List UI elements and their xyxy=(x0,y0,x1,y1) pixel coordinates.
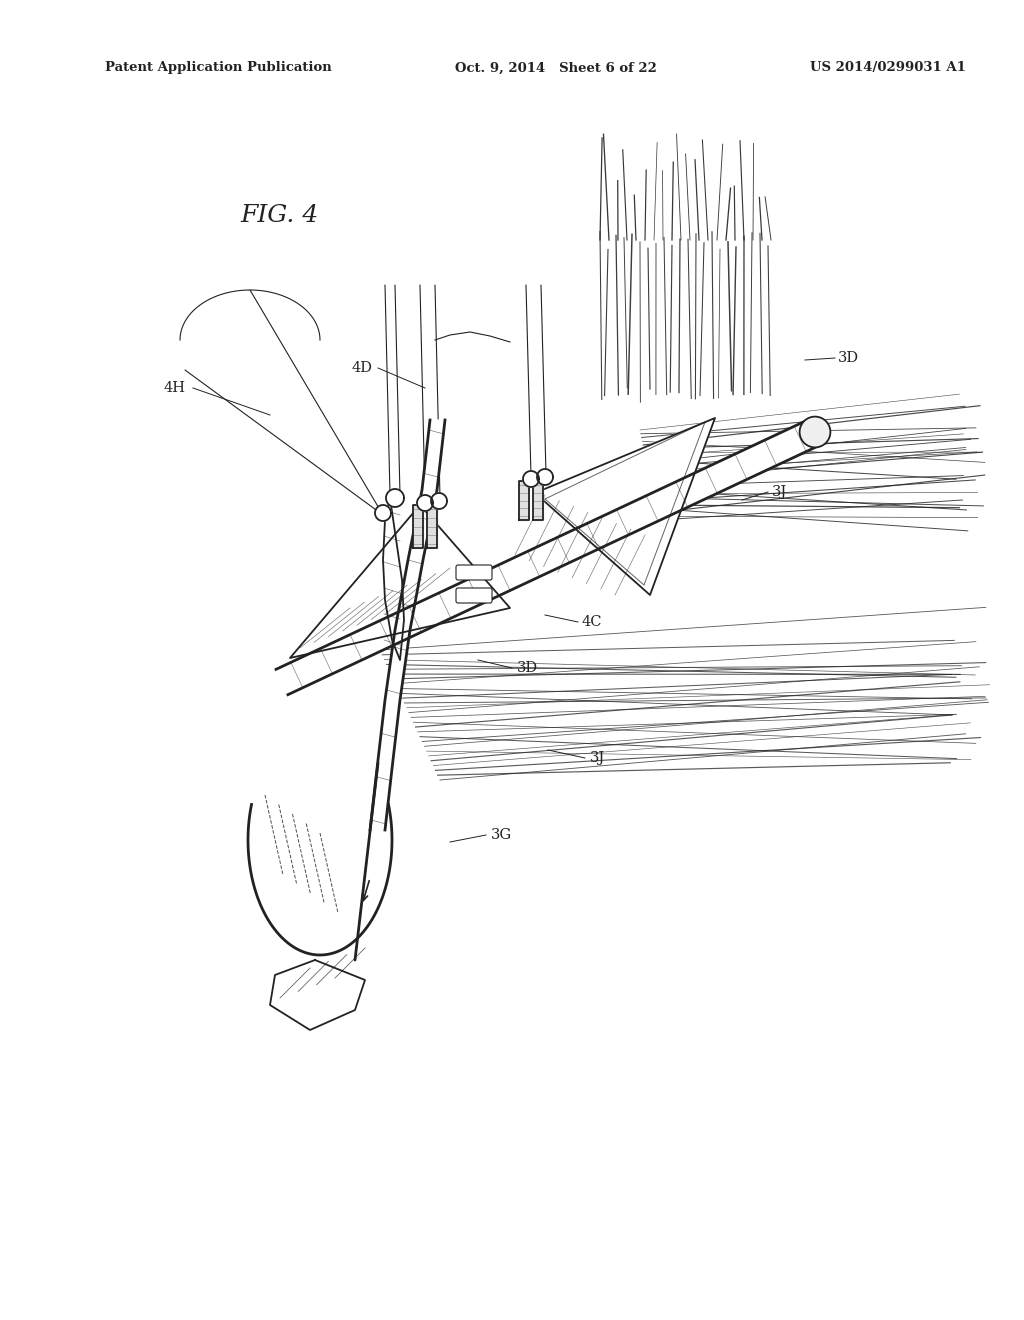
Text: 4C: 4C xyxy=(582,615,602,630)
Polygon shape xyxy=(386,488,404,507)
Text: US 2014/0299031 A1: US 2014/0299031 A1 xyxy=(810,62,966,74)
Polygon shape xyxy=(383,498,404,660)
Polygon shape xyxy=(375,506,391,521)
FancyBboxPatch shape xyxy=(456,565,492,579)
Ellipse shape xyxy=(800,417,830,447)
Text: 3J: 3J xyxy=(590,751,605,766)
Polygon shape xyxy=(537,469,553,484)
Polygon shape xyxy=(248,804,392,954)
Text: Oct. 9, 2014   Sheet 6 of 22: Oct. 9, 2014 Sheet 6 of 22 xyxy=(455,62,656,74)
Text: 3D: 3D xyxy=(517,661,539,675)
Text: 3D: 3D xyxy=(838,351,859,366)
FancyBboxPatch shape xyxy=(456,587,492,603)
Polygon shape xyxy=(417,495,433,511)
Polygon shape xyxy=(523,471,539,487)
Polygon shape xyxy=(519,480,529,520)
Polygon shape xyxy=(270,960,365,1030)
Polygon shape xyxy=(534,480,543,520)
Polygon shape xyxy=(535,418,715,595)
Polygon shape xyxy=(290,506,510,657)
Polygon shape xyxy=(427,506,437,548)
Text: Patent Application Publication: Patent Application Publication xyxy=(105,62,332,74)
Text: FIG. 4: FIG. 4 xyxy=(240,203,318,227)
Polygon shape xyxy=(276,420,821,694)
Text: 3J: 3J xyxy=(772,484,787,499)
Text: 3G: 3G xyxy=(490,828,512,842)
Polygon shape xyxy=(370,420,445,830)
Text: 4D: 4D xyxy=(352,360,373,375)
Text: 4H: 4H xyxy=(163,381,185,395)
Polygon shape xyxy=(431,492,447,510)
Polygon shape xyxy=(413,506,423,548)
